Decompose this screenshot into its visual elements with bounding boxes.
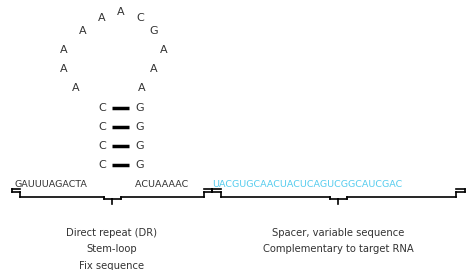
Text: Direct repeat (DR): Direct repeat (DR): [66, 228, 157, 238]
Text: A: A: [60, 45, 68, 55]
Text: C: C: [98, 122, 106, 132]
Text: G: G: [136, 103, 144, 113]
Text: C: C: [136, 12, 144, 23]
Text: G: G: [150, 26, 158, 36]
Text: GAUUUAGACTA: GAUUUAGACTA: [14, 180, 87, 190]
Text: A: A: [79, 26, 87, 36]
Text: G: G: [136, 141, 144, 151]
Text: A: A: [98, 12, 106, 23]
Text: A: A: [150, 64, 158, 74]
Text: A: A: [72, 83, 80, 93]
Text: C: C: [98, 103, 106, 113]
Text: Spacer, variable sequence: Spacer, variable sequence: [272, 228, 405, 238]
Text: C: C: [98, 141, 106, 151]
Text: A: A: [138, 83, 146, 93]
Text: ACUAAAAC: ACUAAAAC: [126, 180, 188, 190]
Text: G: G: [136, 160, 144, 170]
Text: C: C: [98, 160, 106, 170]
Text: A: A: [160, 45, 167, 55]
Text: Complementary to target RNA: Complementary to target RNA: [263, 244, 414, 254]
Text: Stem-loop: Stem-loop: [86, 244, 137, 254]
Text: A: A: [117, 7, 125, 17]
Text: G: G: [136, 122, 144, 132]
Text: UACGUGCAACUACUCAGUCGGCAUCGAC: UACGUGCAACUACUCAGUCGGCAUCGAC: [212, 180, 402, 190]
Text: A: A: [60, 64, 68, 74]
Text: Fix sequence: Fix sequence: [79, 261, 144, 270]
